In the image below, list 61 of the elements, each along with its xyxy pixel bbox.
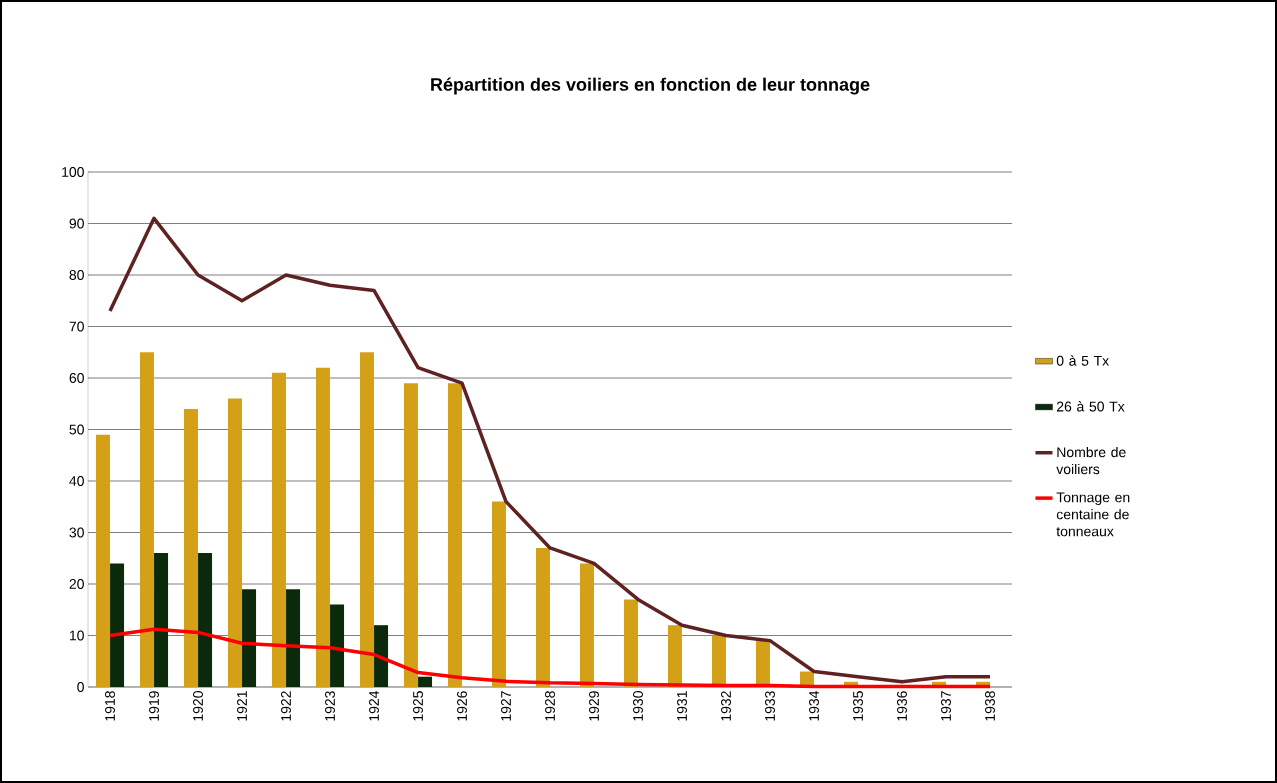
line-series (108, 216, 992, 684)
legend-label: 0 à 5 Tx (1056, 355, 1110, 366)
bar (535, 547, 550, 687)
bar (271, 372, 286, 687)
bar (95, 434, 110, 687)
x-tick-label: 1925 (413, 691, 423, 721)
bar (198, 553, 213, 687)
x-tick-label: 1920 (193, 691, 203, 721)
bar (755, 640, 770, 687)
bar (491, 501, 506, 687)
bar (139, 352, 154, 687)
x-tick-label: 1927 (501, 691, 511, 721)
x-tick-label: 1931 (677, 691, 687, 721)
bar (418, 676, 433, 687)
x-tick-label: 1937 (941, 691, 951, 721)
x-tick-label: 1919 (149, 691, 159, 721)
y-tick-label: 90 (69, 218, 84, 229)
bar (330, 604, 345, 687)
x-tick-label: 1930 (633, 691, 643, 721)
x-tick-label: 1935 (853, 691, 863, 721)
y-tick-label: 70 (69, 321, 84, 332)
x-tick-label: 1924 (369, 690, 379, 721)
bar (579, 563, 594, 687)
bar (315, 367, 330, 687)
y-tick-label: 100 (62, 167, 84, 177)
bar (374, 625, 389, 687)
bar (711, 635, 726, 687)
x-tick-label: 1926 (457, 691, 467, 721)
y-tick-label: 30 (69, 527, 84, 538)
x-tick-label: 1932 (721, 691, 731, 721)
legend-label: Tonnage en centaine de tonneaux (1056, 492, 1130, 537)
y-tick-label: 50 (69, 424, 84, 435)
legend-label: 26 à 50 Tx (1056, 401, 1125, 412)
bar (623, 599, 638, 687)
bar (359, 352, 374, 687)
x-tick-label: 1929 (589, 691, 599, 721)
x-tick-label: 1933 (765, 691, 775, 721)
bar (227, 398, 242, 687)
y-tick-label: 60 (69, 373, 84, 383)
x-tick-label: 1936 (897, 691, 907, 721)
bar (447, 383, 462, 687)
bar (242, 589, 257, 687)
bar (286, 589, 301, 687)
x-tick-label: 1938 (985, 691, 995, 721)
bar (154, 553, 169, 687)
bar (403, 383, 418, 687)
x-tick-label: 1934 (809, 690, 819, 721)
x-tick-label: 1918 (105, 691, 115, 721)
x-tick-label: 1922 (281, 691, 291, 721)
legend-label: Nombre de voiliers (1056, 446, 1126, 475)
bar (110, 563, 125, 687)
y-tick-label: 0 (77, 682, 84, 692)
x-tick-label: 1921 (237, 691, 247, 721)
x-tick-label: 1928 (545, 691, 555, 721)
bar (183, 408, 198, 687)
x-tick-label: 1923 (325, 691, 335, 721)
y-tick-label: 40 (69, 476, 84, 486)
chart-title: Répartition des voiliers en fonction de leur tonnage (431, 77, 870, 95)
y-tick-label: 20 (69, 579, 84, 589)
y-tick-label: 80 (69, 270, 84, 280)
y-tick-label: 10 (69, 630, 84, 641)
